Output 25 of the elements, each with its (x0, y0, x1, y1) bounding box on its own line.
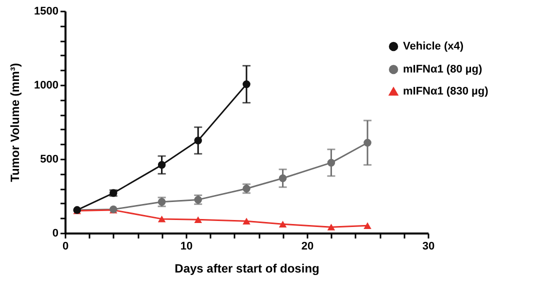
point (242, 218, 250, 225)
point (194, 136, 202, 144)
x-axis-title: Days after start of dosing (174, 262, 320, 276)
legend-label: mIFNα1 (830 µg) (403, 86, 489, 98)
point (278, 174, 287, 182)
y-tick-label: 0 (52, 228, 58, 240)
point (242, 80, 250, 88)
x-tick-label: 10 (180, 240, 193, 252)
point (364, 222, 372, 229)
point (158, 216, 166, 222)
y-tick-label: 500 (40, 154, 58, 166)
legend-label: mIFNα1 (80 µg) (403, 64, 482, 76)
point (158, 161, 166, 169)
y-tick-label: 1000 (34, 80, 58, 92)
y-axis-title: Tumor Volume (mm³) (8, 63, 22, 182)
y-tick-label: 1500 (34, 6, 58, 18)
x-tick-label: 30 (422, 240, 435, 252)
point (327, 158, 336, 167)
x-tick-label: 20 (301, 240, 314, 252)
point (327, 224, 336, 230)
point (364, 138, 372, 147)
legend-label: Vehicle (x4) (403, 40, 464, 52)
point (194, 216, 202, 224)
x-tick-label: 0 (62, 240, 69, 252)
point (278, 220, 287, 228)
